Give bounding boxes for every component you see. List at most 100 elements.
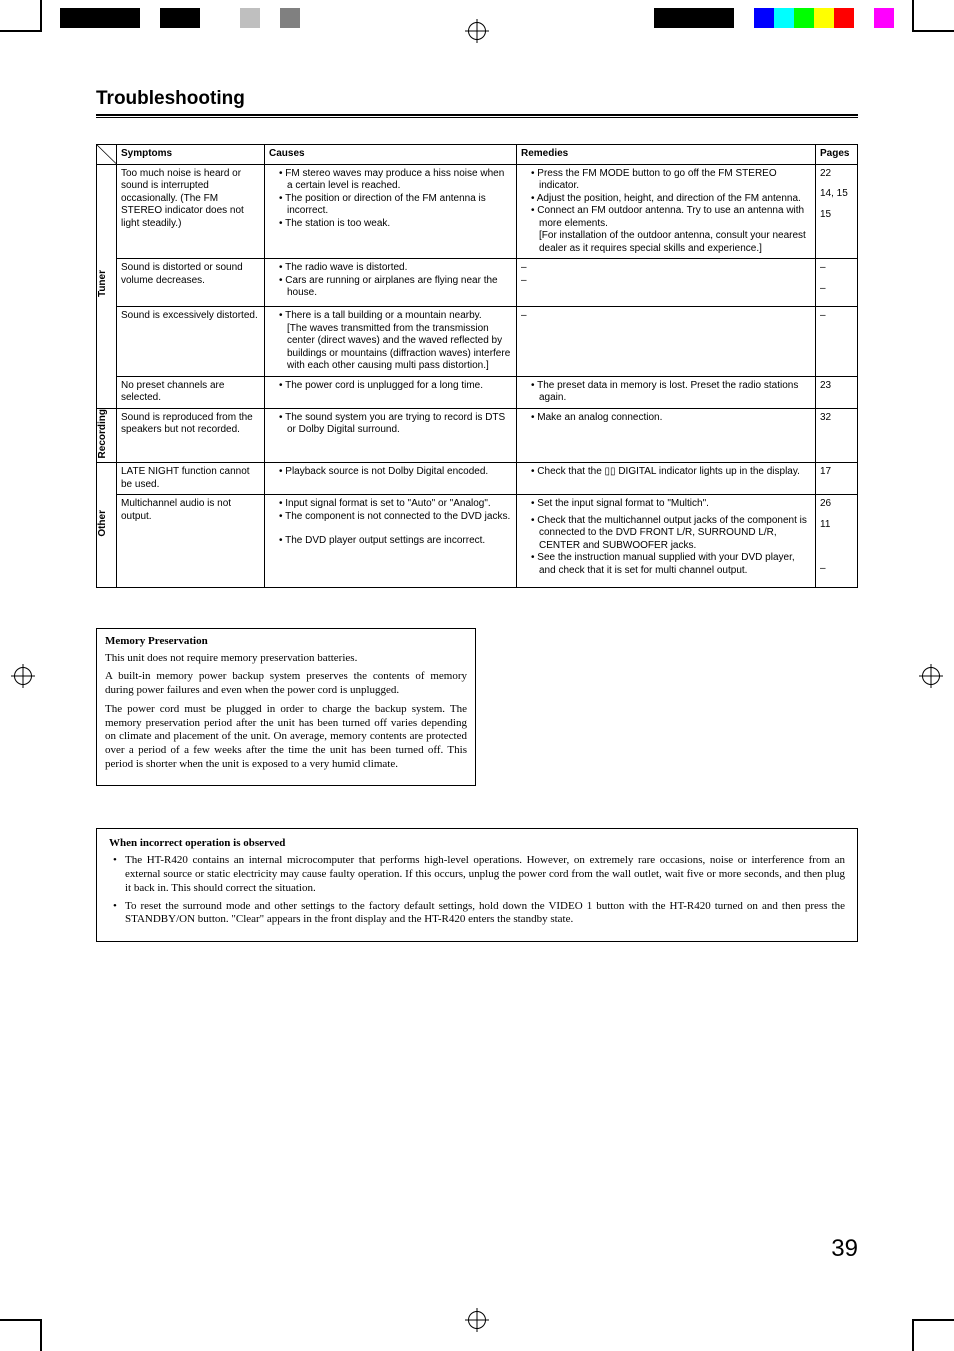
registration-mark-icon: [468, 22, 486, 40]
symptom-cell: Too much noise is heard or sound is inte…: [117, 164, 265, 259]
header-pages: Pages: [816, 145, 858, 165]
category-recording: Recording: [97, 408, 117, 463]
title-rule: [96, 117, 858, 118]
cause-item: The position or direction of the FM ante…: [279, 193, 512, 218]
remedy-item: –: [521, 262, 811, 275]
remedy-item: Connect an FM outdoor antenna. Try to us…: [531, 205, 811, 230]
category-label: Other: [97, 510, 110, 537]
color-bar-right: [654, 8, 894, 28]
cause-cell: There is a tall building or a mountain n…: [265, 307, 517, 377]
crop-mark: [0, 30, 42, 32]
memory-text: A built-in memory power backup system pr…: [105, 670, 467, 698]
remedy-cell: Check that the ▯▯ DIGITAL indicator ligh…: [517, 463, 816, 495]
symptom-cell: LATE NIGHT function cannot be used.: [117, 463, 265, 495]
remedy-item: Set the input signal format to "Multich"…: [531, 498, 811, 511]
page-ref: 26: [820, 498, 853, 511]
page-ref: 22: [820, 168, 853, 181]
page-number: 39: [831, 1235, 858, 1263]
remedy-note: [For installation of the outdoor antenna…: [531, 230, 811, 255]
remedy-item: See the instruction manual supplied with…: [531, 552, 811, 577]
header-remedies: Remedies: [517, 145, 816, 165]
crop-mark: [40, 0, 42, 30]
symptom-cell: Multichannel audio is not output.: [117, 495, 265, 588]
remedy-item: Make an analog connection.: [531, 412, 811, 425]
incorrect-operation-box: When incorrect operation is observed The…: [96, 828, 858, 943]
memory-text: This unit does not require memory preser…: [105, 652, 467, 666]
crop-mark: [912, 1319, 954, 1321]
pages-cell: 26 11 –: [816, 495, 858, 588]
troubleshooting-table: Symptoms Causes Remedies Pages Tuner Too…: [96, 144, 858, 588]
category-tuner: Tuner: [97, 164, 117, 408]
cause-item: Cars are running or airplanes are flying…: [279, 275, 512, 300]
cause-cell: The radio wave is distorted. Cars are ru…: [265, 259, 517, 307]
cause-item: The sound system you are trying to recor…: [279, 412, 512, 437]
page-ref: 14, 15: [820, 188, 853, 201]
category-label: Tuner: [97, 270, 110, 297]
header-blank: [97, 145, 117, 165]
pages-cell: 32: [816, 408, 858, 463]
cause-item: Playback source is not Dolby Digital enc…: [279, 466, 512, 479]
registration-mark-icon: [14, 667, 32, 685]
memory-preservation-box: Memory Preservation This unit does not r…: [96, 628, 476, 786]
color-bar-left: [60, 8, 300, 28]
table-row: Sound is distorted or sound volume decre…: [97, 259, 858, 307]
remedy-item: Press the FM MODE button to go off the F…: [531, 168, 811, 193]
cause-item: The DVD player output settings are incor…: [279, 535, 512, 548]
crop-mark: [912, 1321, 914, 1351]
cause-cell: Playback source is not Dolby Digital enc…: [265, 463, 517, 495]
table-row: Multichannel audio is not output. Input …: [97, 495, 858, 588]
remedy-item: Check that the multichannel output jacks…: [531, 515, 811, 553]
remedy-cell: – –: [517, 259, 816, 307]
page-ref: –: [820, 283, 853, 296]
pages-cell: 22 14, 15 15: [816, 164, 858, 259]
symptom-cell: Sound is reproduced from the speakers bu…: [117, 408, 265, 463]
cause-item: Input signal format is set to "Auto" or …: [279, 498, 512, 511]
pages-cell: – –: [816, 259, 858, 307]
page-ref: –: [820, 563, 853, 576]
remedy-item: The preset data in memory is lost. Prese…: [531, 380, 811, 405]
symptom-cell: Sound is distorted or sound volume decre…: [117, 259, 265, 307]
cause-item: The radio wave is distorted.: [279, 262, 512, 275]
title-rule: [96, 114, 858, 116]
remedy-item: –: [521, 275, 811, 288]
table-row: Tuner Too much noise is heard or sound i…: [97, 164, 858, 259]
incorrect-bullet: To reset the surround mode and other set…: [109, 900, 845, 928]
cause-cell: FM stereo waves may produce a hiss noise…: [265, 164, 517, 259]
crop-mark: [912, 30, 954, 32]
remedy-item: Check that the ▯▯ DIGITAL indicator ligh…: [531, 466, 811, 479]
page-ref: –: [820, 262, 853, 275]
table-row: No preset channels are selected. The pow…: [97, 376, 858, 408]
registration-mark-icon: [922, 667, 940, 685]
incorrect-title: When incorrect operation is observed: [109, 837, 845, 851]
cause-cell: The sound system you are trying to recor…: [265, 408, 517, 463]
cause-cell: The power cord is unplugged for a long t…: [265, 376, 517, 408]
crop-mark: [0, 1319, 42, 1321]
remedy-cell: Make an analog connection.: [517, 408, 816, 463]
remedy-cell: –: [517, 307, 816, 377]
cause-note: [The waves transmitted from the transmis…: [279, 323, 512, 373]
remedy-cell: Press the FM MODE button to go off the F…: [517, 164, 816, 259]
cause-item: The power cord is unplugged for a long t…: [279, 380, 512, 393]
page-ref: 11: [820, 519, 853, 532]
table-row: Recording Sound is reproduced from the s…: [97, 408, 858, 463]
cause-item: FM stereo waves may produce a hiss noise…: [279, 168, 512, 193]
registration-mark-icon: [468, 1311, 486, 1329]
table-row: Sound is excessively distorted. There is…: [97, 307, 858, 377]
memory-title: Memory Preservation: [105, 635, 467, 649]
cause-item: The component is not connected to the DV…: [279, 511, 512, 524]
cause-item: The station is too weak.: [279, 218, 512, 231]
symptom-cell: Sound is excessively distorted.: [117, 307, 265, 377]
header-causes: Causes: [265, 145, 517, 165]
remedy-item: Adjust the position, height, and directi…: [531, 193, 811, 206]
category-other: Other: [97, 463, 117, 588]
symptom-cell: No preset channels are selected.: [117, 376, 265, 408]
table-row: Other LATE NIGHT function cannot be used…: [97, 463, 858, 495]
pages-cell: 17: [816, 463, 858, 495]
table-header-row: Symptoms Causes Remedies Pages: [97, 145, 858, 165]
pages-cell: 23: [816, 376, 858, 408]
cause-cell: Input signal format is set to "Auto" or …: [265, 495, 517, 588]
crop-mark: [40, 1321, 42, 1351]
pages-cell: –: [816, 307, 858, 377]
remedy-cell: The preset data in memory is lost. Prese…: [517, 376, 816, 408]
page-title: Troubleshooting: [96, 88, 858, 112]
